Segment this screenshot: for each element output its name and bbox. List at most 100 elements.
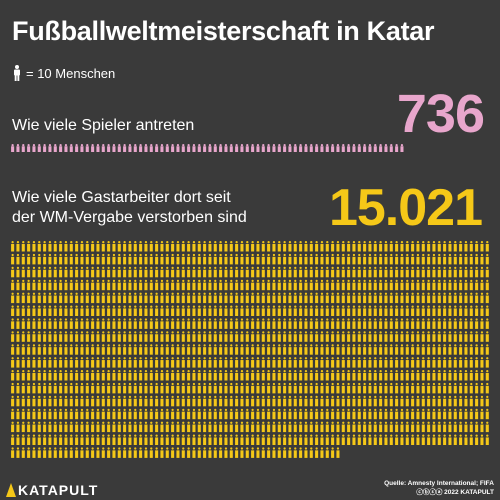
worker-icon	[11, 241, 15, 252]
worker-icon	[117, 357, 121, 368]
worker-icon	[331, 357, 335, 368]
worker-icon	[251, 370, 255, 381]
worker-icon	[304, 305, 308, 316]
player-icon	[224, 144, 228, 152]
worker-icon	[357, 395, 361, 407]
worker-icon	[373, 434, 377, 445]
worker-icon	[325, 253, 329, 265]
worker-icon	[245, 344, 249, 355]
worker-icon	[336, 395, 340, 407]
worker-icon	[21, 241, 25, 252]
worker-icon	[48, 266, 52, 278]
worker-icon	[475, 279, 479, 291]
worker-icon	[133, 253, 137, 265]
worker-icon	[485, 292, 489, 304]
worker-icon	[464, 357, 468, 368]
worker-icon	[219, 447, 223, 458]
worker-icon	[389, 305, 393, 316]
worker-icon	[277, 421, 281, 433]
worker-icon	[149, 357, 153, 368]
worker-icon	[165, 357, 169, 368]
worker-icon	[112, 447, 116, 458]
worker-icon	[32, 318, 36, 329]
worker-icon	[213, 421, 217, 433]
worker-icon	[341, 331, 345, 342]
worker-icon	[437, 408, 441, 420]
worker-icon	[379, 370, 383, 381]
worker-icon	[176, 395, 180, 407]
worker-icon	[245, 331, 249, 342]
worker-icon	[363, 344, 367, 355]
worker-icon	[171, 421, 175, 433]
worker-icon	[75, 408, 79, 420]
worker-icon	[155, 266, 159, 278]
worker-icon	[389, 292, 393, 304]
worker-icon	[485, 241, 489, 252]
worker-icon	[448, 395, 452, 407]
worker-icon	[256, 421, 260, 433]
worker-icon	[139, 318, 143, 329]
worker-icon	[331, 408, 335, 420]
worker-icon	[155, 382, 159, 394]
worker-icon	[69, 253, 73, 265]
worker-icon	[53, 395, 57, 407]
worker-icon	[331, 382, 335, 394]
worker-icon	[197, 279, 201, 291]
worker-icon	[437, 241, 441, 252]
worker-icon	[267, 318, 271, 329]
worker-icon	[331, 434, 335, 445]
worker-icon	[368, 408, 372, 420]
worker-icon	[485, 408, 489, 420]
worker-icon	[155, 421, 159, 433]
player-icon	[293, 144, 297, 152]
worker-icon	[16, 434, 20, 445]
worker-icon	[128, 279, 132, 291]
worker-icon	[341, 357, 345, 368]
worker-icon	[59, 382, 63, 394]
worker-icon	[43, 292, 47, 304]
worker-icon	[101, 408, 105, 420]
worker-icon	[85, 305, 89, 316]
worker-icon	[192, 318, 196, 329]
worker-icon	[144, 370, 148, 381]
worker-icon	[133, 279, 137, 291]
worker-icon	[405, 241, 409, 252]
worker-icon	[437, 331, 441, 342]
worker-icon	[165, 318, 169, 329]
worker-icon	[475, 253, 479, 265]
worker-icon	[363, 370, 367, 381]
worker-icon	[219, 395, 223, 407]
worker-icon	[384, 357, 388, 368]
worker-icon	[272, 279, 276, 291]
worker-icon	[416, 344, 420, 355]
worker-icon	[27, 266, 31, 278]
worker-icon	[347, 241, 351, 252]
worker-icon	[208, 357, 212, 368]
worker-icon	[11, 370, 15, 381]
worker-icon	[75, 447, 79, 458]
worker-icon	[213, 395, 217, 407]
worker-icon	[277, 395, 281, 407]
worker-icon	[59, 395, 63, 407]
worker-icon	[160, 241, 164, 252]
worker-icon	[224, 447, 228, 458]
worker-icon	[304, 318, 308, 329]
worker-icon	[203, 305, 207, 316]
worker-icon	[325, 305, 329, 316]
worker-icon	[293, 266, 297, 278]
worker-icon	[165, 279, 169, 291]
worker-icon	[389, 421, 393, 433]
worker-icon	[149, 382, 153, 394]
worker-icon	[165, 305, 169, 316]
worker-icon	[437, 292, 441, 304]
worker-icon	[149, 241, 153, 252]
worker-icon	[384, 395, 388, 407]
worker-icon	[421, 357, 425, 368]
worker-icon	[165, 253, 169, 265]
worker-icon	[427, 279, 431, 291]
worker-icon	[133, 331, 137, 342]
worker-icon	[181, 395, 185, 407]
worker-icon	[256, 305, 260, 316]
worker-icon	[48, 408, 52, 420]
worker-icon	[432, 408, 436, 420]
